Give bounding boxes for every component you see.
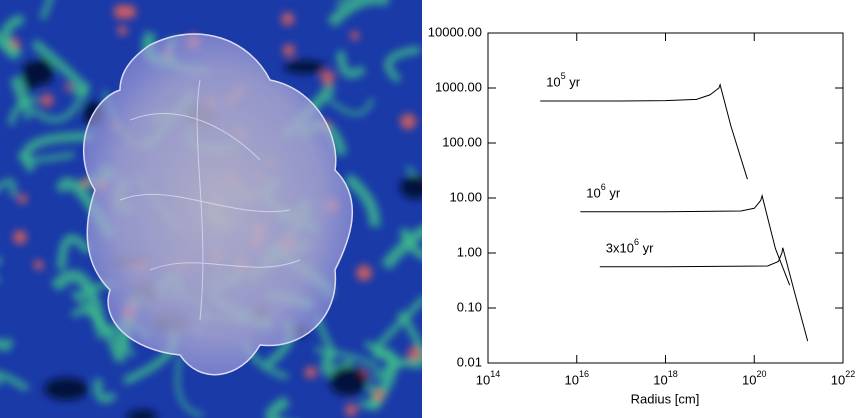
hot-spot (64, 83, 72, 91)
void (44, 377, 89, 401)
simulation-image (0, 0, 422, 418)
filament (57, 234, 93, 270)
x-tick-label: 1020​ (742, 369, 766, 387)
hot-spot (113, 4, 129, 20)
filament (343, 173, 380, 227)
hot-spot (17, 194, 28, 204)
filament (363, 340, 422, 369)
hot-spot (400, 113, 417, 130)
filament (21, 131, 93, 173)
filament (30, 81, 90, 123)
filament (0, 178, 17, 197)
hot-spot (13, 230, 27, 245)
x-tick-label: 1016​ (565, 369, 589, 387)
filament (0, 337, 13, 351)
filament (384, 45, 421, 84)
hot-spot (407, 347, 421, 360)
void (399, 175, 422, 199)
filament (1, 13, 25, 60)
x-tick-label: 1014​ (476, 369, 500, 387)
filament (8, 96, 39, 126)
cloud-folds (119, 79, 301, 321)
series-label: 3x106​ yr (606, 237, 654, 255)
y-tick-label: 10.00 (449, 189, 482, 204)
filament (71, 290, 136, 357)
y-tick-label: 100.00 (442, 134, 482, 149)
filament (373, 295, 422, 350)
y-tick-label: 1.00 (457, 244, 482, 259)
filament (380, 225, 422, 271)
hot-spot (11, 38, 21, 48)
filament (335, 0, 349, 7)
hot-spot (81, 178, 90, 187)
y-tick-label: 10000.00 (428, 24, 482, 39)
hot-spot (350, 31, 360, 41)
void (126, 409, 158, 418)
void (32, 58, 54, 85)
series-line (540, 83, 748, 180)
hot-spot (304, 366, 317, 379)
filament (70, 307, 119, 355)
hot-spot (345, 403, 358, 417)
plot-frame (487, 32, 844, 364)
series-label: 105​ yr (546, 71, 581, 89)
hot-spot (281, 12, 295, 26)
cloud-shell (82, 33, 353, 376)
x-tick-label: 1022​ (831, 369, 855, 387)
hot-spot (40, 93, 54, 107)
x-tick-label: 1018​ (653, 369, 677, 387)
void (284, 60, 325, 74)
x-axis-label: Radius [cm] (631, 391, 700, 406)
hot-spot (373, 389, 385, 401)
hot-spot (117, 25, 128, 36)
y-tick-label: 0.10 (457, 299, 482, 314)
y-tick-label: 0.01 (457, 354, 482, 369)
hot-spot (356, 264, 372, 281)
hot-spot (320, 70, 335, 85)
filament (93, 378, 117, 403)
filament (175, 355, 204, 418)
filament (0, 371, 30, 392)
filament (325, 95, 375, 116)
series-label: 106​ yr (586, 182, 621, 200)
hot-spot (33, 260, 44, 271)
hot-spot (282, 44, 295, 57)
filament (39, 0, 53, 21)
void (329, 366, 367, 396)
filament (31, 39, 89, 97)
y-tick-label: 1000.00 (435, 79, 482, 94)
series-line (599, 247, 809, 342)
filament (336, 51, 366, 79)
series-line (580, 193, 791, 286)
filament (327, 0, 389, 28)
filament (398, 227, 422, 260)
